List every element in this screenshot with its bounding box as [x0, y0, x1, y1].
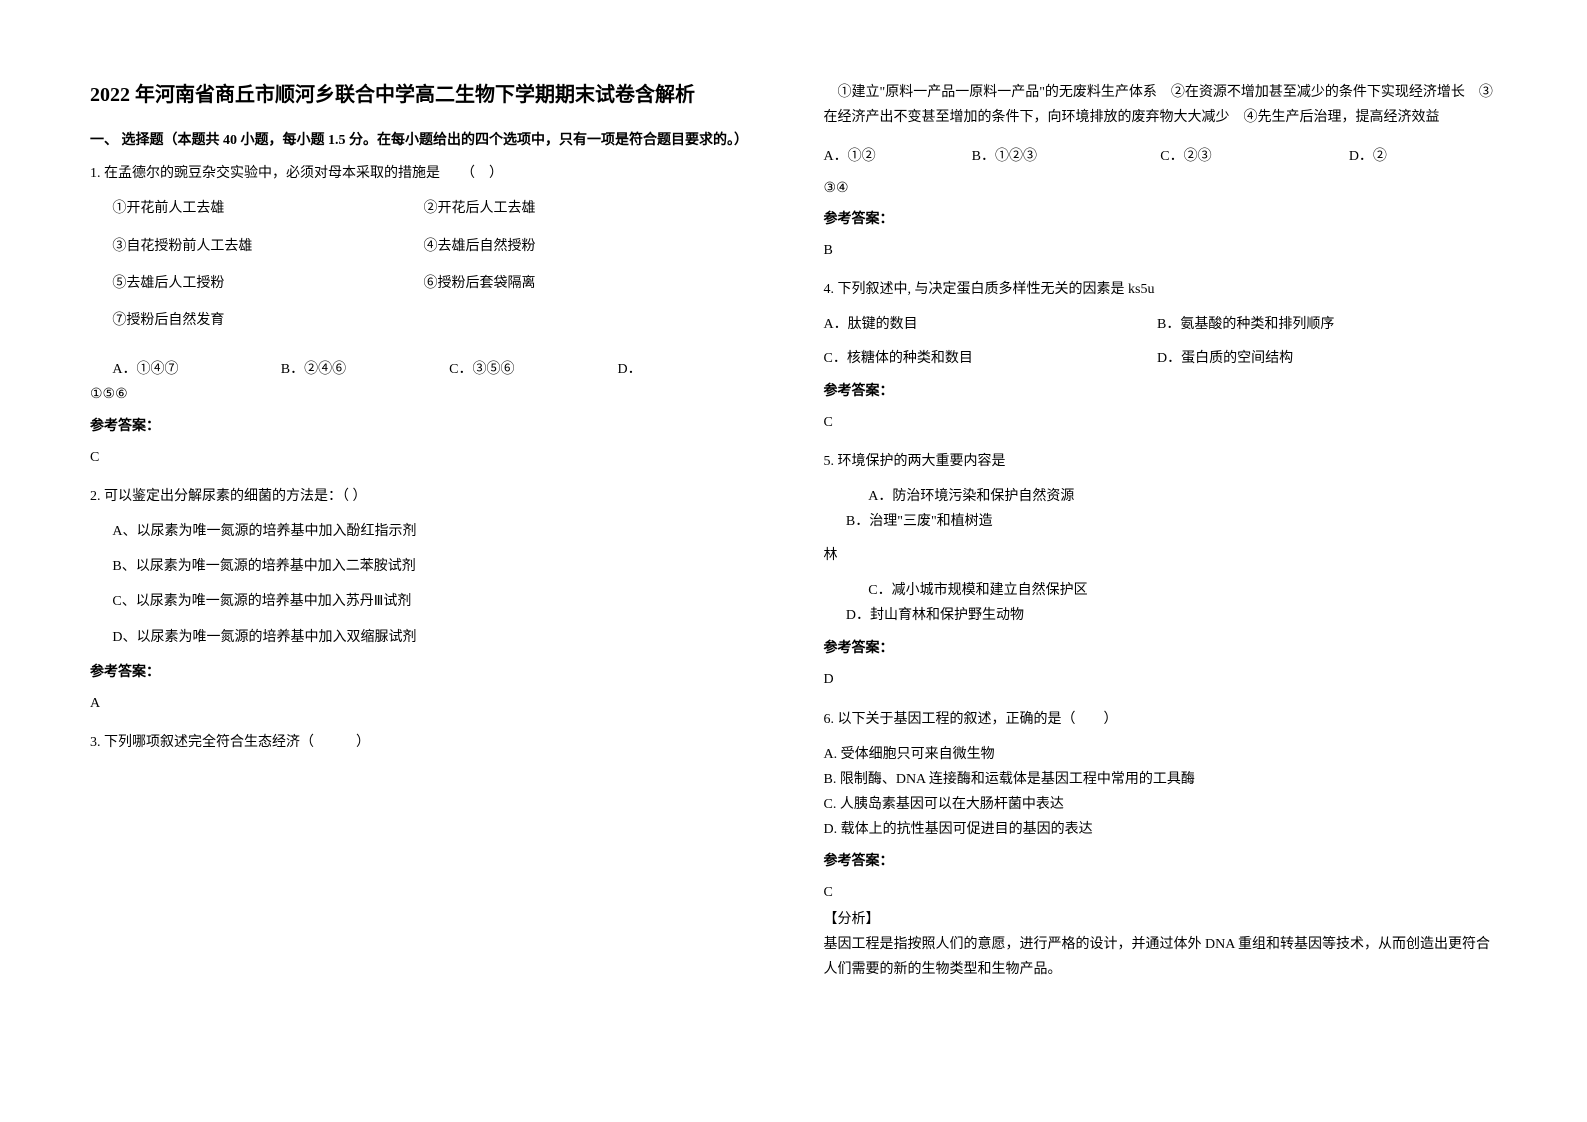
right-column: ①建立"原料一产品一原料一产品"的无废料生产体系 ②在资源不增加甚至减少的条件下… [824, 80, 1498, 1042]
question-4: 4. 下列叙述中, 与决定蛋白质多样性无关的因素是 ks5u A．肽键的数目 B… [824, 277, 1498, 435]
left-column: 2022 年河南省商丘市顺河乡联合中学高二生物下学期期末试卷含解析 一、 选择题… [90, 80, 764, 1042]
q1-item-3: ③自花授粉前人工去雄 [90, 234, 420, 259]
page-container: 2022 年河南省商丘市顺河乡联合中学高二生物下学期期末试卷含解析 一、 选择题… [90, 80, 1497, 1042]
q3-text: 3. 下列哪项叙述完全符合生态经济（ ） [90, 730, 764, 755]
q3-options: A．①② B．①②③ C．②③ D．② [824, 144, 1498, 169]
q2-opt-a: A、以尿素为唯一氮源的培养基中加入酚红指示剂 [90, 519, 764, 544]
q5-options-row2: C．减小城市规模和建立自然保护区 D．封山育林和保护野生动物 [824, 578, 1498, 628]
q1-item-1: ①开花前人工去雄 [90, 196, 420, 221]
q1-opt-d: D． [595, 357, 763, 382]
q1-item-4: ④去雄后自然授粉 [424, 234, 754, 259]
q3-answer: B [824, 238, 1498, 263]
q1-opt-b: B．②④⑥ [258, 357, 426, 382]
q4-opt-c: C．核糖体的种类和数目 [824, 346, 1154, 371]
q1-options: A．①④⑦ B．②④⑥ C．③⑤⑥ D． [90, 357, 764, 382]
q6-text: 6. 以下关于基因工程的叙述，正确的是（ ） [824, 707, 1498, 732]
q3-opt-d: D．② [1349, 144, 1497, 169]
q5-options-row1: A．防治环境污染和保护自然资源 B．治理"三废"和植树造 [824, 484, 1498, 534]
q1-opt-d-cont: ①⑤⑥ [90, 382, 764, 407]
q1-opt-c: C．③⑤⑥ [427, 357, 595, 382]
q4-opt-a: A．肽键的数目 [824, 312, 1154, 337]
q6-answer-label: 参考答案： [824, 849, 1498, 874]
q2-opt-d: D、以尿素为唯一氮源的培养基中加入双缩脲试剂 [90, 625, 764, 650]
q5-answer: D [824, 667, 1498, 692]
q6-analysis: 基因工程是指按照人们的意愿，进行严格的设计，并通过体外 DNA 重组和转基因等技… [824, 932, 1498, 982]
section-1-heading: 一、 选择题（本题共 40 小题，每小题 1.5 分。在每小题给出的四个选项中，… [90, 128, 764, 153]
q1-answer: C [90, 445, 764, 470]
q4-text: 4. 下列叙述中, 与决定蛋白质多样性无关的因素是 ks5u [824, 277, 1498, 302]
q1-item-2: ②开花后人工去雄 [424, 196, 754, 221]
q6-opt-b: B. 限制酶、DNA 连接酶和运载体是基因工程中常用的工具酶 [824, 767, 1498, 792]
q5-answer-label: 参考答案： [824, 636, 1498, 661]
q5-text: 5. 环境保护的两大重要内容是 [824, 449, 1498, 474]
q1-opt-a: A．①④⑦ [90, 357, 258, 382]
q3-opt-b: B．①②③ [972, 144, 1161, 169]
q6-analysis-label: 【分析】 [824, 907, 1498, 932]
q1-item-5: ⑤去雄后人工授粉 [90, 271, 420, 296]
question-3-cont: ①建立"原料一产品一原料一产品"的无废料生产体系 ②在资源不增加甚至减少的条件下… [824, 80, 1498, 263]
q4-opt-b: B．氨基酸的种类和排列顺序 [1157, 312, 1487, 337]
q1-item-7: ⑦授粉后自然发育 [90, 308, 420, 333]
q5-opt-c: C．减小城市规模和建立自然保护区 [846, 578, 1176, 603]
q3-answer-label: 参考答案： [824, 207, 1498, 232]
q2-answer-label: 参考答案： [90, 660, 764, 685]
q2-opt-c: C、以尿素为唯一氮源的培养基中加入苏丹Ⅲ试剂 [90, 589, 764, 614]
q6-opt-c: C. 人胰岛素基因可以在大肠杆菌中表达 [824, 792, 1498, 817]
q4-options-row2: C．核糖体的种类和数目 D．蛋白质的空间结构 [824, 346, 1498, 371]
q5-opt-d: D．封山育林和保护野生动物 [824, 603, 1154, 628]
q3-statements: ①建立"原料一产品一原料一产品"的无废料生产体系 ②在资源不增加甚至减少的条件下… [824, 80, 1498, 130]
q1-answer-label: 参考答案： [90, 414, 764, 439]
q6-opt-a: A. 受体细胞只可来自微生物 [824, 742, 1498, 767]
exam-title: 2022 年河南省商丘市顺河乡联合中学高二生物下学期期末试卷含解析 [90, 80, 764, 110]
question-5: 5. 环境保护的两大重要内容是 A．防治环境污染和保护自然资源 B．治理"三废"… [824, 449, 1498, 693]
q3-opt-a: A．①② [824, 144, 972, 169]
q5-opt-b-cont: 林 [824, 543, 1498, 568]
q2-answer: A [90, 691, 764, 716]
question-2: 2. 可以鉴定出分解尿素的细菌的方法是：（ ） A、以尿素为唯一氮源的培养基中加… [90, 484, 764, 716]
question-3: 3. 下列哪项叙述完全符合生态经济（ ） [90, 730, 764, 755]
question-1: 1. 在孟德尔的豌豆杂交实验中，必须对母本采取的措施是 （ ） ①开花前人工去雄… [90, 161, 764, 470]
q4-options-row1: A．肽键的数目 B．氨基酸的种类和排列顺序 [824, 312, 1498, 337]
q6-answer: C [824, 880, 1498, 905]
q1-items: ①开花前人工去雄 ②开花后人工去雄 ③自花授粉前人工去雄 ④去雄后自然授粉 ⑤去… [90, 196, 764, 345]
q1-text: 1. 在孟德尔的豌豆杂交实验中，必须对母本采取的措施是 （ ） [90, 161, 764, 186]
q4-opt-d: D．蛋白质的空间结构 [1157, 346, 1487, 371]
q4-answer: C [824, 410, 1498, 435]
q2-opt-b: B、以尿素为唯一氮源的培养基中加入二苯胺试剂 [90, 554, 764, 579]
q5-opt-b: B．治理"三废"和植树造 [824, 509, 1154, 534]
q4-answer-label: 参考答案： [824, 379, 1498, 404]
q3-opt-c: C．②③ [1160, 144, 1349, 169]
q3-opt-d-cont: ③④ [824, 176, 1498, 201]
q6-opt-d: D. 载体上的抗性基因可促进目的基因的表达 [824, 817, 1498, 842]
q2-text: 2. 可以鉴定出分解尿素的细菌的方法是：（ ） [90, 484, 764, 509]
q5-opt-a: A．防治环境污染和保护自然资源 [846, 484, 1176, 509]
question-6: 6. 以下关于基因工程的叙述，正确的是（ ） A. 受体细胞只可来自微生物 B.… [824, 707, 1498, 983]
q1-item-6: ⑥授粉后套袋隔离 [424, 271, 754, 296]
